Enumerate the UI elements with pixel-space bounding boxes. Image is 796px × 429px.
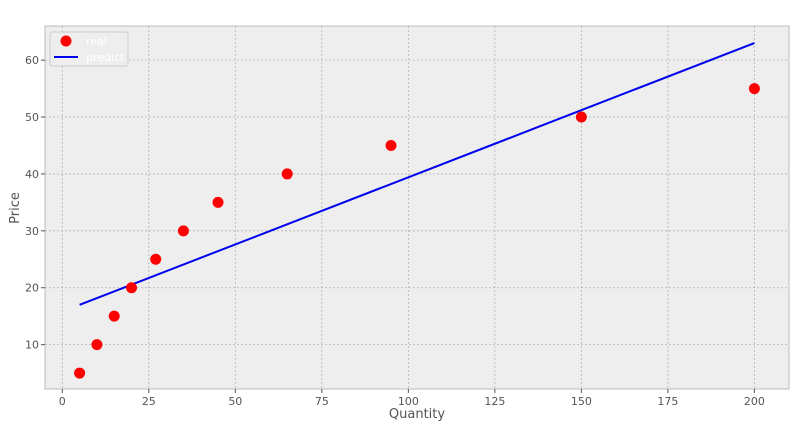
real-point [177, 225, 189, 237]
real-point [126, 282, 138, 294]
predict-line [79, 42, 755, 306]
y-tick-label: 60 [25, 54, 39, 67]
y-axis-ticks: 10 20 30 40 50 60 [25, 54, 45, 352]
y-tick-label: 50 [25, 111, 39, 124]
legend-label-real: real [86, 35, 107, 48]
x-tick-label: 200 [744, 395, 765, 408]
y-tick-label: 20 [25, 282, 39, 295]
real-point [108, 310, 120, 322]
real-point [748, 83, 760, 95]
y-tick-label: 30 [25, 225, 39, 238]
legend-label-predict: predict [86, 51, 125, 64]
real-point [91, 339, 103, 351]
y-tick-label: 40 [25, 168, 39, 181]
legend-marker-real [60, 35, 72, 47]
x-tick-label: 100 [398, 395, 419, 408]
x-tick-label: 75 [315, 395, 329, 408]
x-tick-label: 125 [484, 395, 505, 408]
legend: real predict [49, 31, 129, 67]
x-tick-label: 25 [142, 395, 156, 408]
y-axis-label: Price [8, 192, 23, 224]
real-point [575, 111, 587, 123]
x-axis-ticks: 0 25 50 75 100 125 150 175 200 [59, 389, 765, 408]
plot-area [44, 25, 790, 390]
real-point [74, 367, 86, 379]
x-tick-label: 50 [228, 395, 242, 408]
real-point [281, 168, 293, 180]
real-point [385, 139, 397, 151]
y-tick-label: 10 [25, 339, 39, 352]
real-series [74, 83, 760, 379]
x-tick-label: 0 [59, 395, 66, 408]
predict-series [79, 42, 755, 306]
x-axis-label: Quantity [389, 407, 445, 422]
x-tick-label: 150 [571, 395, 592, 408]
real-point [212, 196, 224, 208]
x-tick-label: 175 [657, 395, 678, 408]
real-point [150, 253, 162, 265]
